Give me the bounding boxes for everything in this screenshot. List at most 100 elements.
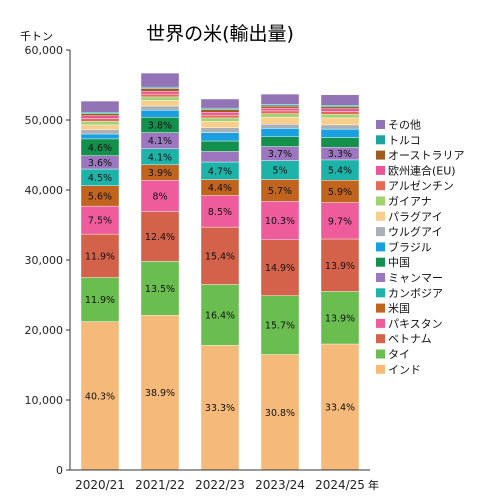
bar-segment (80, 118, 120, 122)
bar-segment (260, 354, 300, 471)
bar-segment (200, 140, 240, 152)
x-category-label: 2024/25 (315, 478, 365, 492)
segment-value-label: 33.3% (205, 403, 235, 414)
segment-value-label: 3.8% (148, 120, 172, 131)
x-axis-categories: 2020/21 2021/22 2022/23 2023/24 2024/25 (75, 478, 365, 492)
legend-label: パキスタン (388, 317, 443, 330)
legend-swatch (376, 318, 385, 328)
segment-value-label: 5.6% (88, 191, 112, 202)
legend-label: ブラジル (388, 240, 432, 254)
segment-value-label: 3.7% (268, 149, 292, 160)
y-tick-label: 40,000 (25, 184, 64, 197)
y-tick-label: 60,000 (25, 44, 64, 57)
segment-value-label: 13.5% (145, 284, 175, 295)
bar-segment (320, 108, 360, 112)
legend-label: アルゼンチン (388, 180, 454, 193)
bar-segment (200, 195, 240, 228)
segment-value-label: 5.4% (328, 166, 352, 177)
axes (69, 50, 370, 471)
bar-segment (200, 121, 240, 128)
segment-value-label: 12.4% (145, 232, 175, 243)
x-category-label: 2022/23 (195, 478, 245, 492)
legend-swatch (376, 227, 385, 237)
segment-value-label: 5.9% (328, 187, 352, 198)
bar-segment (140, 211, 180, 262)
segment-value-label: 5.7% (268, 186, 292, 197)
y-axis-unit: 千トン (20, 30, 53, 43)
bar-segment (320, 114, 360, 119)
segment-value-label: 4.7% (208, 166, 232, 177)
legend-label: トルコ (388, 134, 421, 147)
legend-label: 中国 (388, 256, 410, 269)
segment-value-label: 16.4% (205, 310, 235, 321)
bar-segment (260, 200, 300, 240)
segment-value-label: 3.9% (148, 168, 172, 179)
legend-label: ガイアナ (388, 195, 432, 208)
x-category-label: 2020/21 (75, 478, 125, 492)
segment-value-label: 11.9% (85, 251, 115, 262)
legend-swatch (376, 334, 385, 344)
legend-label: ベトナム (388, 333, 432, 346)
bar-segment (140, 91, 180, 95)
bar-segment (200, 132, 240, 142)
y-tick-label: 10,000 (25, 394, 64, 407)
bar-segment (140, 93, 180, 98)
segment-value-label: 9.7% (328, 216, 352, 227)
segment-value-label: 38.9% (145, 388, 175, 399)
bar-segment (200, 284, 240, 346)
segment-value-label: 4.4% (208, 183, 232, 194)
legend-swatch (376, 150, 385, 160)
legend-swatch (376, 181, 385, 191)
bar-segment (320, 111, 360, 115)
legend-swatch (376, 349, 385, 359)
bar-segment (80, 121, 120, 126)
bar-segment (320, 94, 360, 106)
legend-label: ミャンマー (388, 272, 443, 285)
legend-swatch (376, 364, 385, 374)
segment-value-label: 4.6% (88, 143, 112, 154)
bar-segment (200, 107, 240, 110)
legend-swatch (376, 273, 385, 282)
segment-value-label: 33.4% (325, 403, 355, 414)
segment-value-label: 13.9% (325, 261, 355, 272)
legend-swatch (376, 196, 385, 206)
bar-segment (80, 113, 120, 116)
legend-label: カンボジア (388, 287, 443, 300)
bar-segment (200, 345, 240, 471)
segment-value-label: 8.5% (208, 207, 232, 218)
bar-segment (140, 105, 180, 111)
legend-label: ウルグアイ (388, 225, 442, 239)
legend-swatch (376, 211, 385, 221)
chart-title: 世界の米(輸出量) (146, 23, 294, 45)
bar-segment (140, 72, 180, 88)
y-tick-label: 30,000 (25, 254, 64, 267)
segment-value-label: 7.5% (88, 216, 112, 227)
bar-segment (260, 116, 300, 125)
bar-segment (320, 202, 360, 240)
bar-segment (200, 127, 240, 133)
bar-segment (320, 137, 360, 148)
bar-segment (260, 113, 300, 118)
segment-value-label: 4.1% (148, 152, 172, 163)
segment-value-label: 15.4% (205, 251, 235, 262)
segment-value-label: 5% (272, 166, 287, 177)
bar-segment (260, 239, 300, 296)
x-axis-unit: 年 (368, 478, 379, 492)
bar-segment (140, 109, 180, 118)
legend-swatch (376, 242, 385, 252)
bar-segment (200, 109, 240, 113)
y-tick-label: 50,000 (25, 114, 64, 127)
bar-segment (200, 151, 240, 163)
bar-segment (80, 112, 120, 114)
bar-segment (140, 96, 180, 101)
bar-segment (140, 86, 180, 89)
bar-segment (140, 179, 180, 212)
legend-label: インド (388, 363, 421, 376)
bar-segment (200, 226, 240, 285)
bar-segment (80, 205, 120, 235)
bar-segment (80, 115, 120, 119)
segment-value-label: 3.6% (88, 158, 112, 169)
legend-label: パラグアイ (388, 209, 442, 223)
segment-value-label: 11.9% (85, 295, 115, 306)
